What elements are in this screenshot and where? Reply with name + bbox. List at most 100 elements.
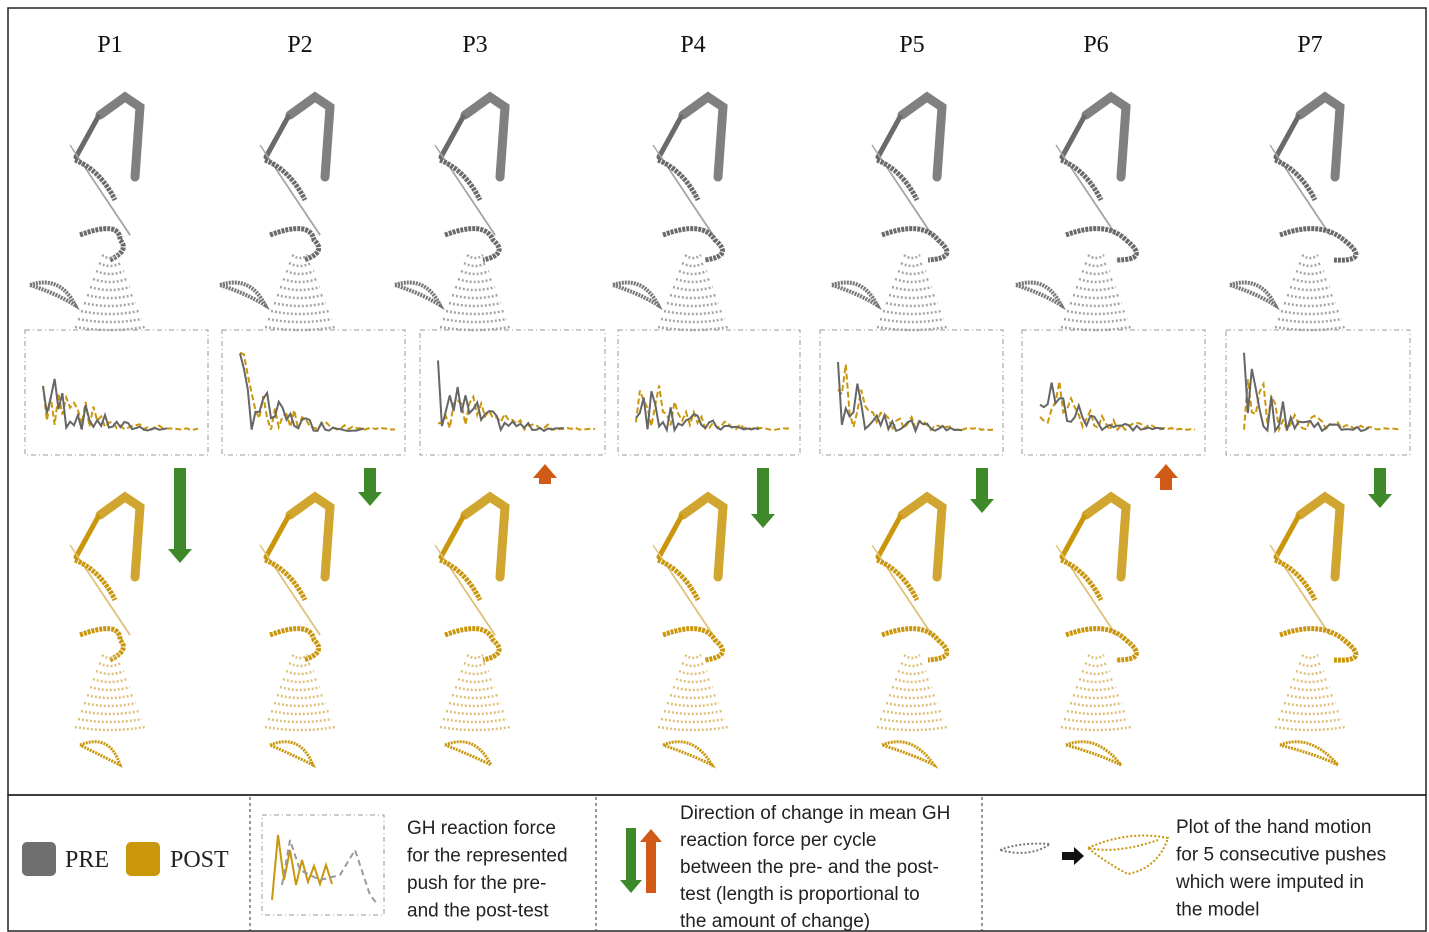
arc — [95, 669, 125, 676]
arc — [885, 301, 939, 308]
arc — [1087, 653, 1105, 660]
legend-force-post — [271, 834, 333, 901]
arc — [1289, 685, 1331, 692]
arc — [1280, 309, 1340, 316]
arc — [1286, 693, 1334, 700]
arc — [681, 261, 705, 268]
arc — [672, 285, 714, 292]
arc — [888, 293, 936, 300]
legend-arrow-down — [620, 828, 642, 893]
arc — [1295, 269, 1325, 276]
arc — [1298, 661, 1322, 668]
force-pre — [1243, 352, 1370, 434]
force-post — [437, 394, 596, 432]
legend-text: which were imputed in — [1175, 872, 1364, 893]
arc — [1075, 685, 1117, 692]
trajectory — [881, 626, 950, 663]
arc — [672, 685, 714, 692]
force-box — [617, 329, 801, 456]
arc — [95, 269, 125, 276]
hand-post — [79, 740, 123, 768]
legend-text: the amount of change) — [680, 911, 870, 932]
force-line — [486, 622, 496, 636]
arc — [80, 709, 140, 716]
arm — [460, 491, 510, 582]
legend-force-box — [261, 814, 385, 916]
legend-text: the model — [1176, 900, 1259, 921]
forearm — [1059, 114, 1087, 160]
arc — [666, 301, 720, 308]
forearm — [656, 114, 684, 160]
panel-label: P4 — [680, 32, 705, 58]
force-pre — [1039, 382, 1165, 432]
force-line — [121, 222, 131, 236]
arc — [442, 317, 508, 324]
arm — [285, 491, 335, 582]
arc — [264, 725, 336, 732]
legend-text: push for the pre- — [407, 873, 546, 894]
arc — [445, 709, 505, 716]
arm — [678, 91, 728, 182]
arm — [95, 491, 145, 582]
panel-label: P2 — [287, 32, 312, 58]
arc — [903, 653, 921, 660]
arm — [897, 91, 947, 182]
change-arrow — [970, 468, 994, 513]
arc — [279, 285, 321, 292]
arc — [83, 301, 137, 308]
trajectory — [269, 626, 322, 663]
trajectory — [74, 557, 118, 602]
arm — [678, 491, 728, 582]
force-box — [24, 329, 209, 456]
arc — [98, 261, 122, 268]
trajectory — [876, 557, 920, 602]
hand-post — [1065, 740, 1123, 767]
arc — [276, 293, 324, 300]
force-box — [419, 329, 606, 456]
arm — [1295, 91, 1345, 182]
arc — [681, 661, 705, 668]
arc — [1072, 693, 1120, 700]
arm — [460, 91, 510, 182]
legend-text: GH reaction force — [407, 818, 556, 839]
arc — [460, 269, 490, 276]
trajectory — [439, 557, 483, 602]
arc — [669, 293, 717, 300]
forearm — [263, 514, 291, 560]
hand-pre — [394, 280, 445, 311]
forearm — [73, 114, 101, 160]
arc — [879, 717, 945, 724]
arm — [95, 91, 145, 182]
arc — [1069, 301, 1123, 308]
force-pre — [42, 378, 168, 432]
arc — [439, 725, 511, 732]
arc — [1087, 253, 1105, 260]
arc — [448, 301, 502, 308]
arc — [1280, 709, 1340, 716]
panel — [219, 91, 406, 769]
force-post — [239, 351, 396, 432]
arc — [1295, 669, 1325, 676]
forearm — [1059, 514, 1087, 560]
arc — [1072, 293, 1120, 300]
arc — [1078, 677, 1114, 684]
legend-arrow-up — [640, 829, 662, 893]
arc — [1289, 285, 1331, 292]
arc — [660, 717, 726, 724]
trajectory — [439, 157, 483, 202]
arc — [678, 669, 708, 676]
hand-pre — [831, 280, 882, 311]
force-line — [486, 222, 496, 236]
arc — [442, 717, 508, 724]
hand-post — [269, 740, 316, 769]
arc — [276, 693, 324, 700]
arc — [885, 701, 939, 708]
arc — [897, 269, 927, 276]
trajectory — [1060, 157, 1104, 202]
trajectory — [444, 626, 502, 663]
arc — [454, 685, 496, 692]
legend-text: Plot of the hand motion — [1176, 817, 1371, 838]
change-arrow — [533, 464, 557, 484]
